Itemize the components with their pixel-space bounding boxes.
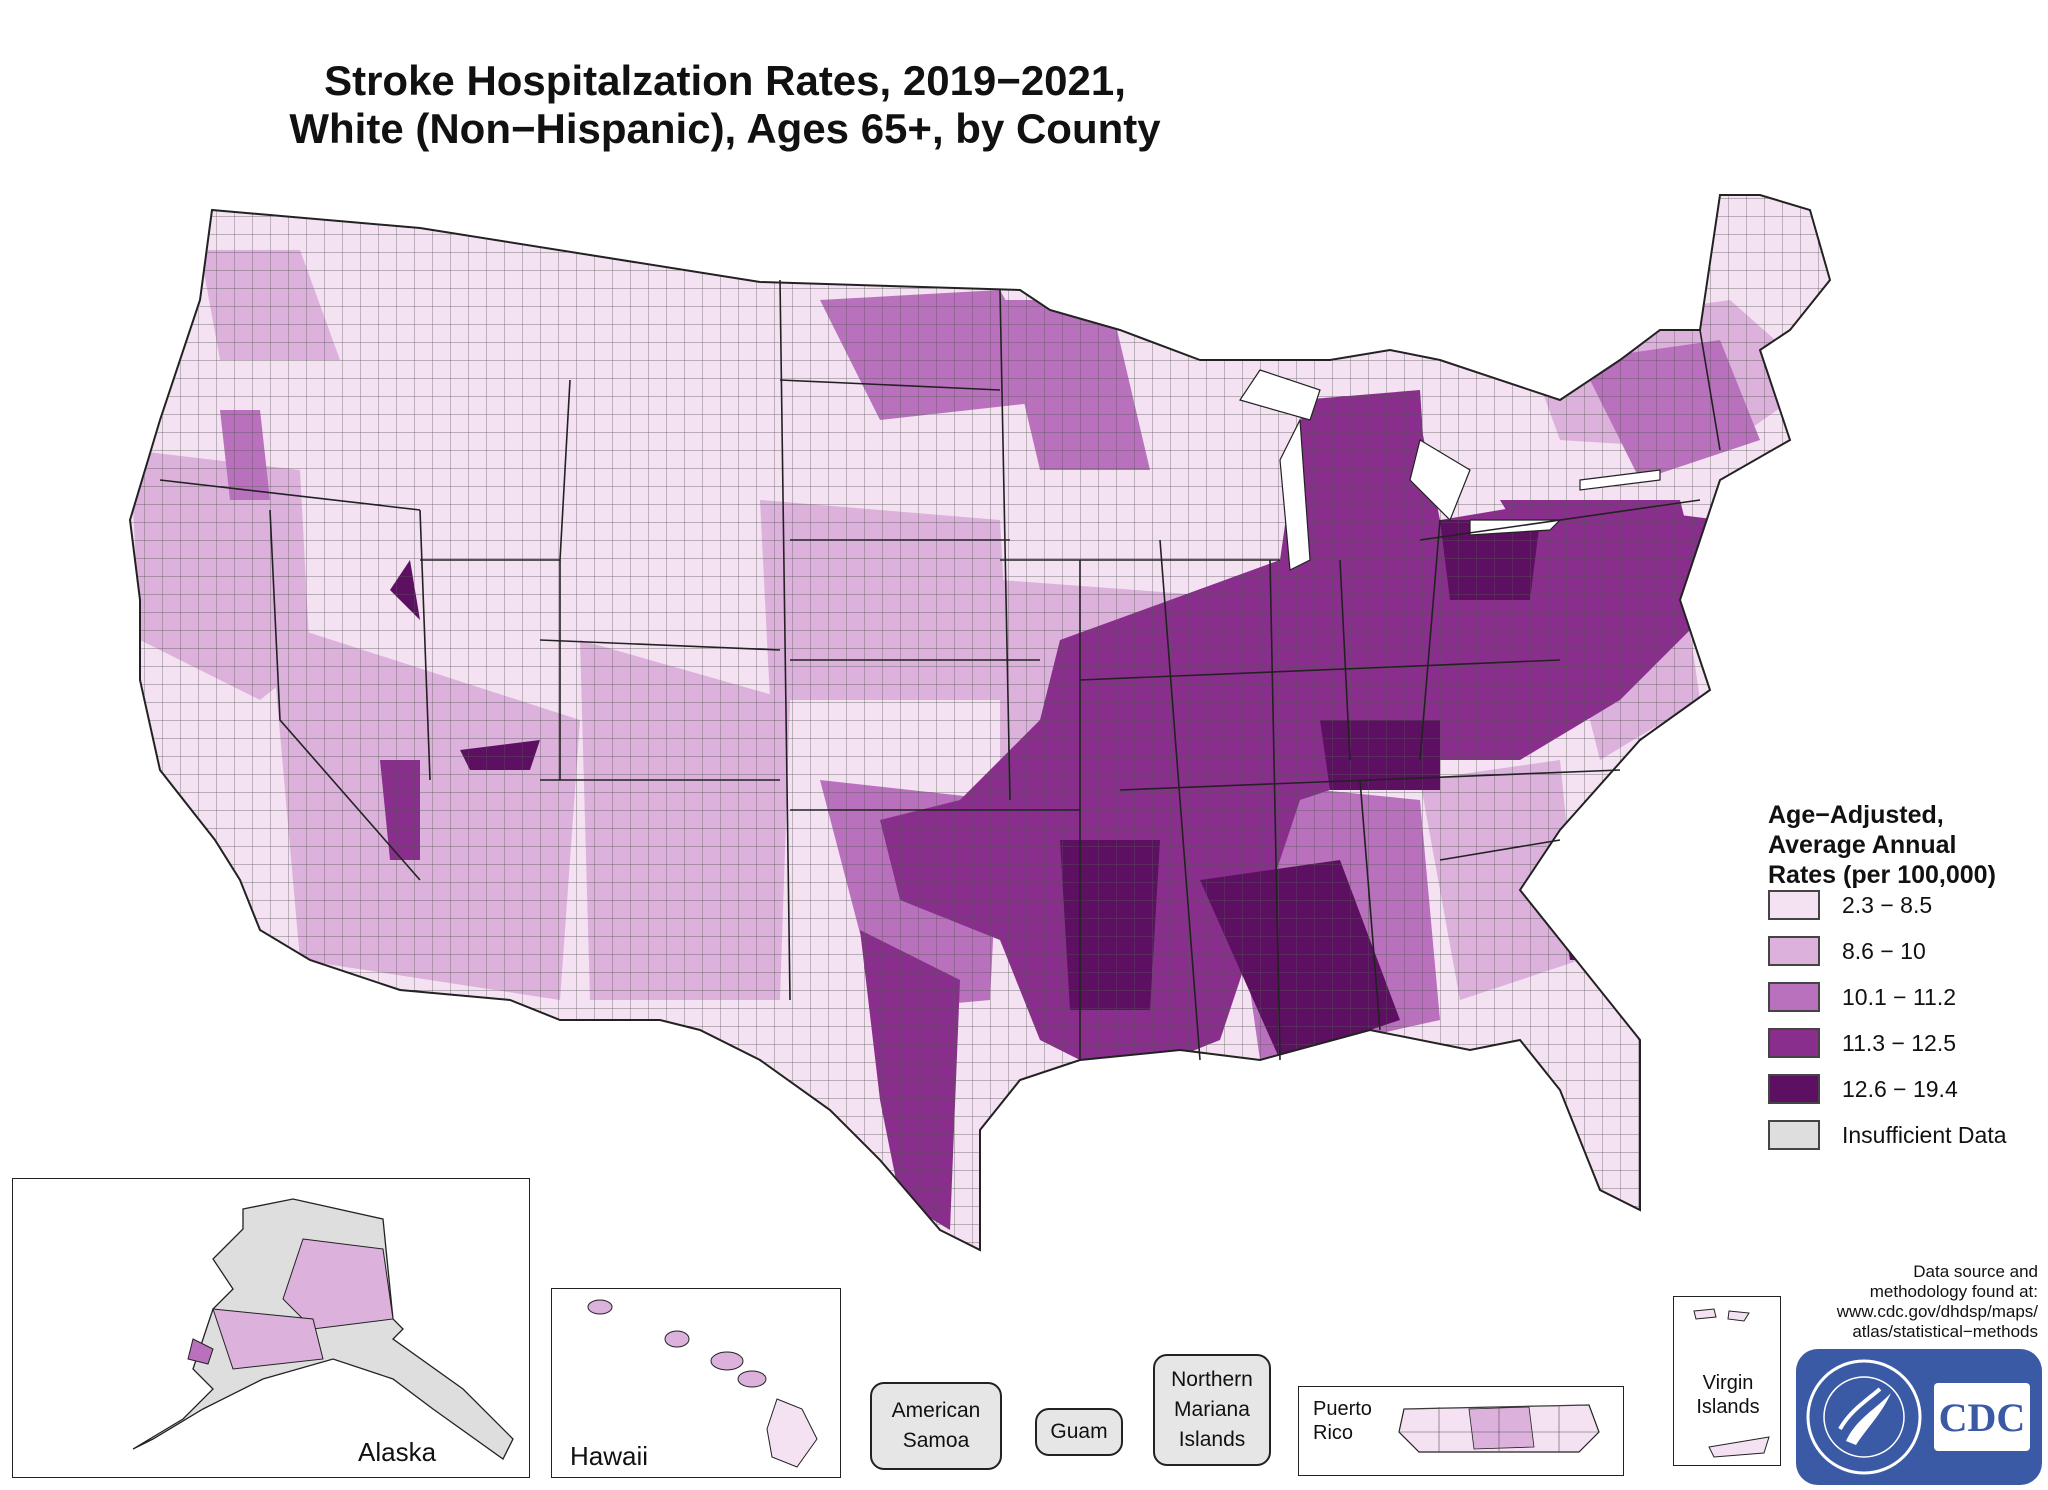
legend-label: 11.3 − 12.5 [1842, 1029, 1957, 1056]
data-source-note: Data source and methodology found at: ww… [1738, 1262, 2038, 1342]
source-line: www.cdc.gov/dhdsp/maps/ [1836, 1302, 2038, 1321]
legend-label: 2.3 − 8.5 [1842, 891, 1933, 918]
map-title-line-1: Stroke Hospitalzation Rates, 2019−2021, [324, 57, 1126, 104]
source-line: methodology found at: [1869, 1282, 2038, 1301]
legend-swatch [1768, 936, 1820, 966]
legend-title-line: Average Annual [1768, 831, 1957, 859]
legend-item: 10.1 − 11.2 [1768, 980, 1956, 1014]
guam-box: Guam [1035, 1408, 1123, 1456]
legend-label: 12.6 − 19.4 [1842, 1075, 1958, 1102]
legend-title: Age−Adjusted, Average Annual Rates (per … [1768, 800, 1996, 890]
legend-label: Insufficient Data [1842, 1121, 2007, 1148]
legend-item: 8.6 − 10 [1768, 934, 1926, 968]
alaska-inset: Alaska [12, 1178, 530, 1478]
alaska-label: Alaska [358, 1437, 437, 1467]
source-line: atlas/statistical−methods [1852, 1322, 2038, 1341]
legend-swatch [1768, 1074, 1820, 1104]
hawaii-map [587, 1299, 818, 1468]
map-title-line-2: White (Non−Hispanic), Ages 65+, by Count… [289, 105, 1161, 152]
legend-title-line: Rates (per 100,000) [1768, 861, 1996, 889]
alaska-map [132, 1198, 514, 1460]
legend-swatch [1768, 982, 1820, 1012]
cdc-logo: CDC [1796, 1349, 2042, 1485]
legend-title-line: Age−Adjusted, [1768, 801, 1944, 829]
puerto-rico-label: Puerto Rico [1313, 1398, 1372, 1444]
legend-swatch [1768, 1028, 1820, 1058]
virgin-islands-inset: Virgin Islands [1673, 1296, 1781, 1466]
legend-label: 10.1 − 11.2 [1842, 983, 1957, 1010]
american-samoa-box: American Samoa [870, 1382, 1002, 1470]
legend-swatch [1768, 890, 1820, 920]
legend-label: 8.6 − 10 [1842, 937, 1926, 964]
legend-item: 11.3 − 12.5 [1768, 1026, 1956, 1060]
northern-mariana-islands-box: Northern Mariana Islands [1153, 1354, 1271, 1466]
legend-item: Insufficient Data [1768, 1118, 2007, 1152]
hawaii-inset: Hawaii [551, 1288, 841, 1478]
legend-swatch [1768, 1120, 1820, 1150]
puerto-rico-map [1398, 1404, 1600, 1453]
source-line: Data source and [1913, 1262, 2038, 1281]
hhs-seal-icon: CDC [1806, 1359, 2030, 1475]
cdc-logo-text: CDC [1939, 1395, 2026, 1440]
puerto-rico-inset: Puerto Rico [1298, 1386, 1624, 1476]
virgin-islands-label: Virgin Islands [1696, 1372, 1760, 1418]
hawaii-label: Hawaii [570, 1441, 649, 1471]
legend-item: 2.3 − 8.5 [1768, 888, 1932, 922]
virgin-islands-map [1693, 1308, 1770, 1458]
legend-item: 12.6 − 19.4 [1768, 1072, 1958, 1106]
